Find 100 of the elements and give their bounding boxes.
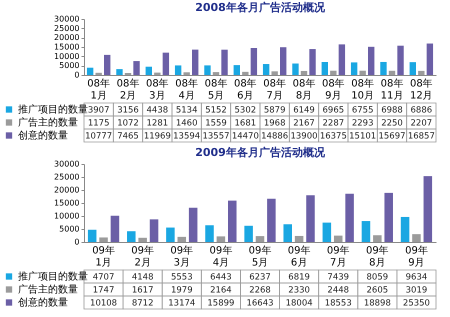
legend-label: 推广项目的数量 [18, 104, 88, 116]
bar [322, 62, 328, 75]
bar [334, 236, 342, 242]
x-tick-label: 09年5月 [248, 244, 272, 268]
data-label: 3156 [117, 106, 139, 116]
legend-label: 推广项目的数量 [18, 270, 88, 282]
data-label: 25350 [402, 298, 430, 308]
bar [426, 44, 434, 75]
data-label: 5134 [176, 106, 198, 116]
bar [309, 49, 316, 75]
x-tick-label: 09年7月 [326, 244, 350, 268]
bar [373, 235, 382, 242]
bar [188, 208, 198, 242]
bar [368, 46, 374, 75]
x-tick-label: 09年8月 [366, 244, 389, 268]
data-label: 3907 [88, 106, 110, 116]
data-label: 1072 [117, 118, 139, 128]
bar [256, 236, 264, 242]
data-label: 11969 [144, 132, 171, 142]
y-tick-label: 30000 [54, 14, 80, 24]
bar [174, 65, 182, 75]
data-label: 2268 [249, 286, 271, 296]
bar [242, 72, 249, 75]
data-label: 1281 [146, 118, 168, 128]
data-label: 1460 [176, 118, 198, 128]
bar [228, 200, 237, 242]
bar [362, 221, 370, 242]
y-tick-label: 25000 [54, 24, 80, 33]
data-label: 7465 [117, 132, 139, 142]
data-label: 6819 [288, 272, 310, 282]
x-tick-label: 08年9月 [322, 78, 345, 102]
data-label: 10108 [90, 298, 118, 308]
data-label: 2207 [410, 118, 432, 128]
data-label: 9634 [406, 272, 428, 282]
data-label: 1747 [92, 286, 114, 296]
y-tick-label: 25000 [54, 172, 80, 182]
data-label: 5152 [205, 106, 227, 116]
bar [283, 224, 292, 242]
y-tick-label: 15000 [54, 42, 80, 52]
y-tick-label: 20000 [54, 33, 80, 42]
bar [138, 238, 147, 242]
data-label: 2293 [352, 118, 374, 128]
data-label: 4148 [132, 272, 154, 282]
data-label: 18004 [286, 298, 313, 308]
bar [204, 65, 211, 75]
bar [166, 228, 175, 242]
bar [380, 62, 387, 75]
bar [410, 62, 416, 75]
bar [221, 50, 228, 75]
data-label: 3019 [406, 286, 428, 296]
bar [150, 219, 158, 242]
data-label: 18898 [364, 298, 391, 308]
bar [86, 68, 94, 75]
data-label: 6755 [352, 106, 374, 116]
data-label: 6965 [322, 106, 344, 116]
data-label: 1617 [132, 286, 154, 296]
y-tick-label: 0 [74, 70, 80, 80]
legend-label: 广告主的数量 [18, 284, 78, 296]
x-tick-label: 09年6月 [288, 244, 310, 268]
bar [212, 72, 220, 75]
bar [330, 70, 337, 75]
data-label: 2287 [322, 118, 344, 128]
y-tick-label: 10000 [54, 212, 80, 220]
data-label: 1979 [170, 286, 193, 296]
data-label: 16375 [320, 132, 347, 142]
x-tick-label: 08年6月 [234, 78, 257, 102]
data-label: 2330 [288, 286, 310, 296]
y-tick-label: 15000 [54, 198, 80, 208]
bar [234, 65, 240, 75]
chart-title: 2008年各月广告活动概况 [195, 1, 326, 14]
data-label: 15899 [207, 298, 234, 308]
x-tick-label: 08年8月 [292, 78, 316, 102]
bar [292, 64, 299, 75]
data-label: 13594 [173, 132, 200, 142]
data-label: 13557 [202, 132, 230, 142]
x-tick-label: 09年9月 [405, 244, 428, 268]
y-tick-label: 20000 [54, 186, 80, 194]
bar [162, 52, 170, 75]
bar [88, 230, 96, 242]
data-label: 2605 [366, 286, 388, 296]
x-tick-label: 08年4月 [175, 78, 198, 102]
bar [244, 226, 253, 242]
bar [192, 50, 198, 75]
data-label: 8712 [132, 298, 154, 308]
bar [205, 225, 214, 242]
bar [424, 176, 432, 242]
bar [280, 47, 286, 75]
bar [178, 236, 186, 242]
x-tick-label: 09年4月 [210, 244, 232, 268]
bar [322, 222, 332, 242]
bar [300, 70, 308, 75]
bar [345, 194, 354, 242]
data-label: 5302 [234, 106, 256, 116]
bar [216, 236, 226, 242]
y-tick-label: 5000 [59, 61, 80, 70]
y-tick-label: 0 [74, 238, 80, 246]
x-tick-label: 08年2月 [116, 78, 140, 102]
y-tick-label: 10000 [54, 52, 80, 61]
data-label: 5553 [170, 272, 193, 282]
data-label: 4707 [92, 272, 114, 282]
